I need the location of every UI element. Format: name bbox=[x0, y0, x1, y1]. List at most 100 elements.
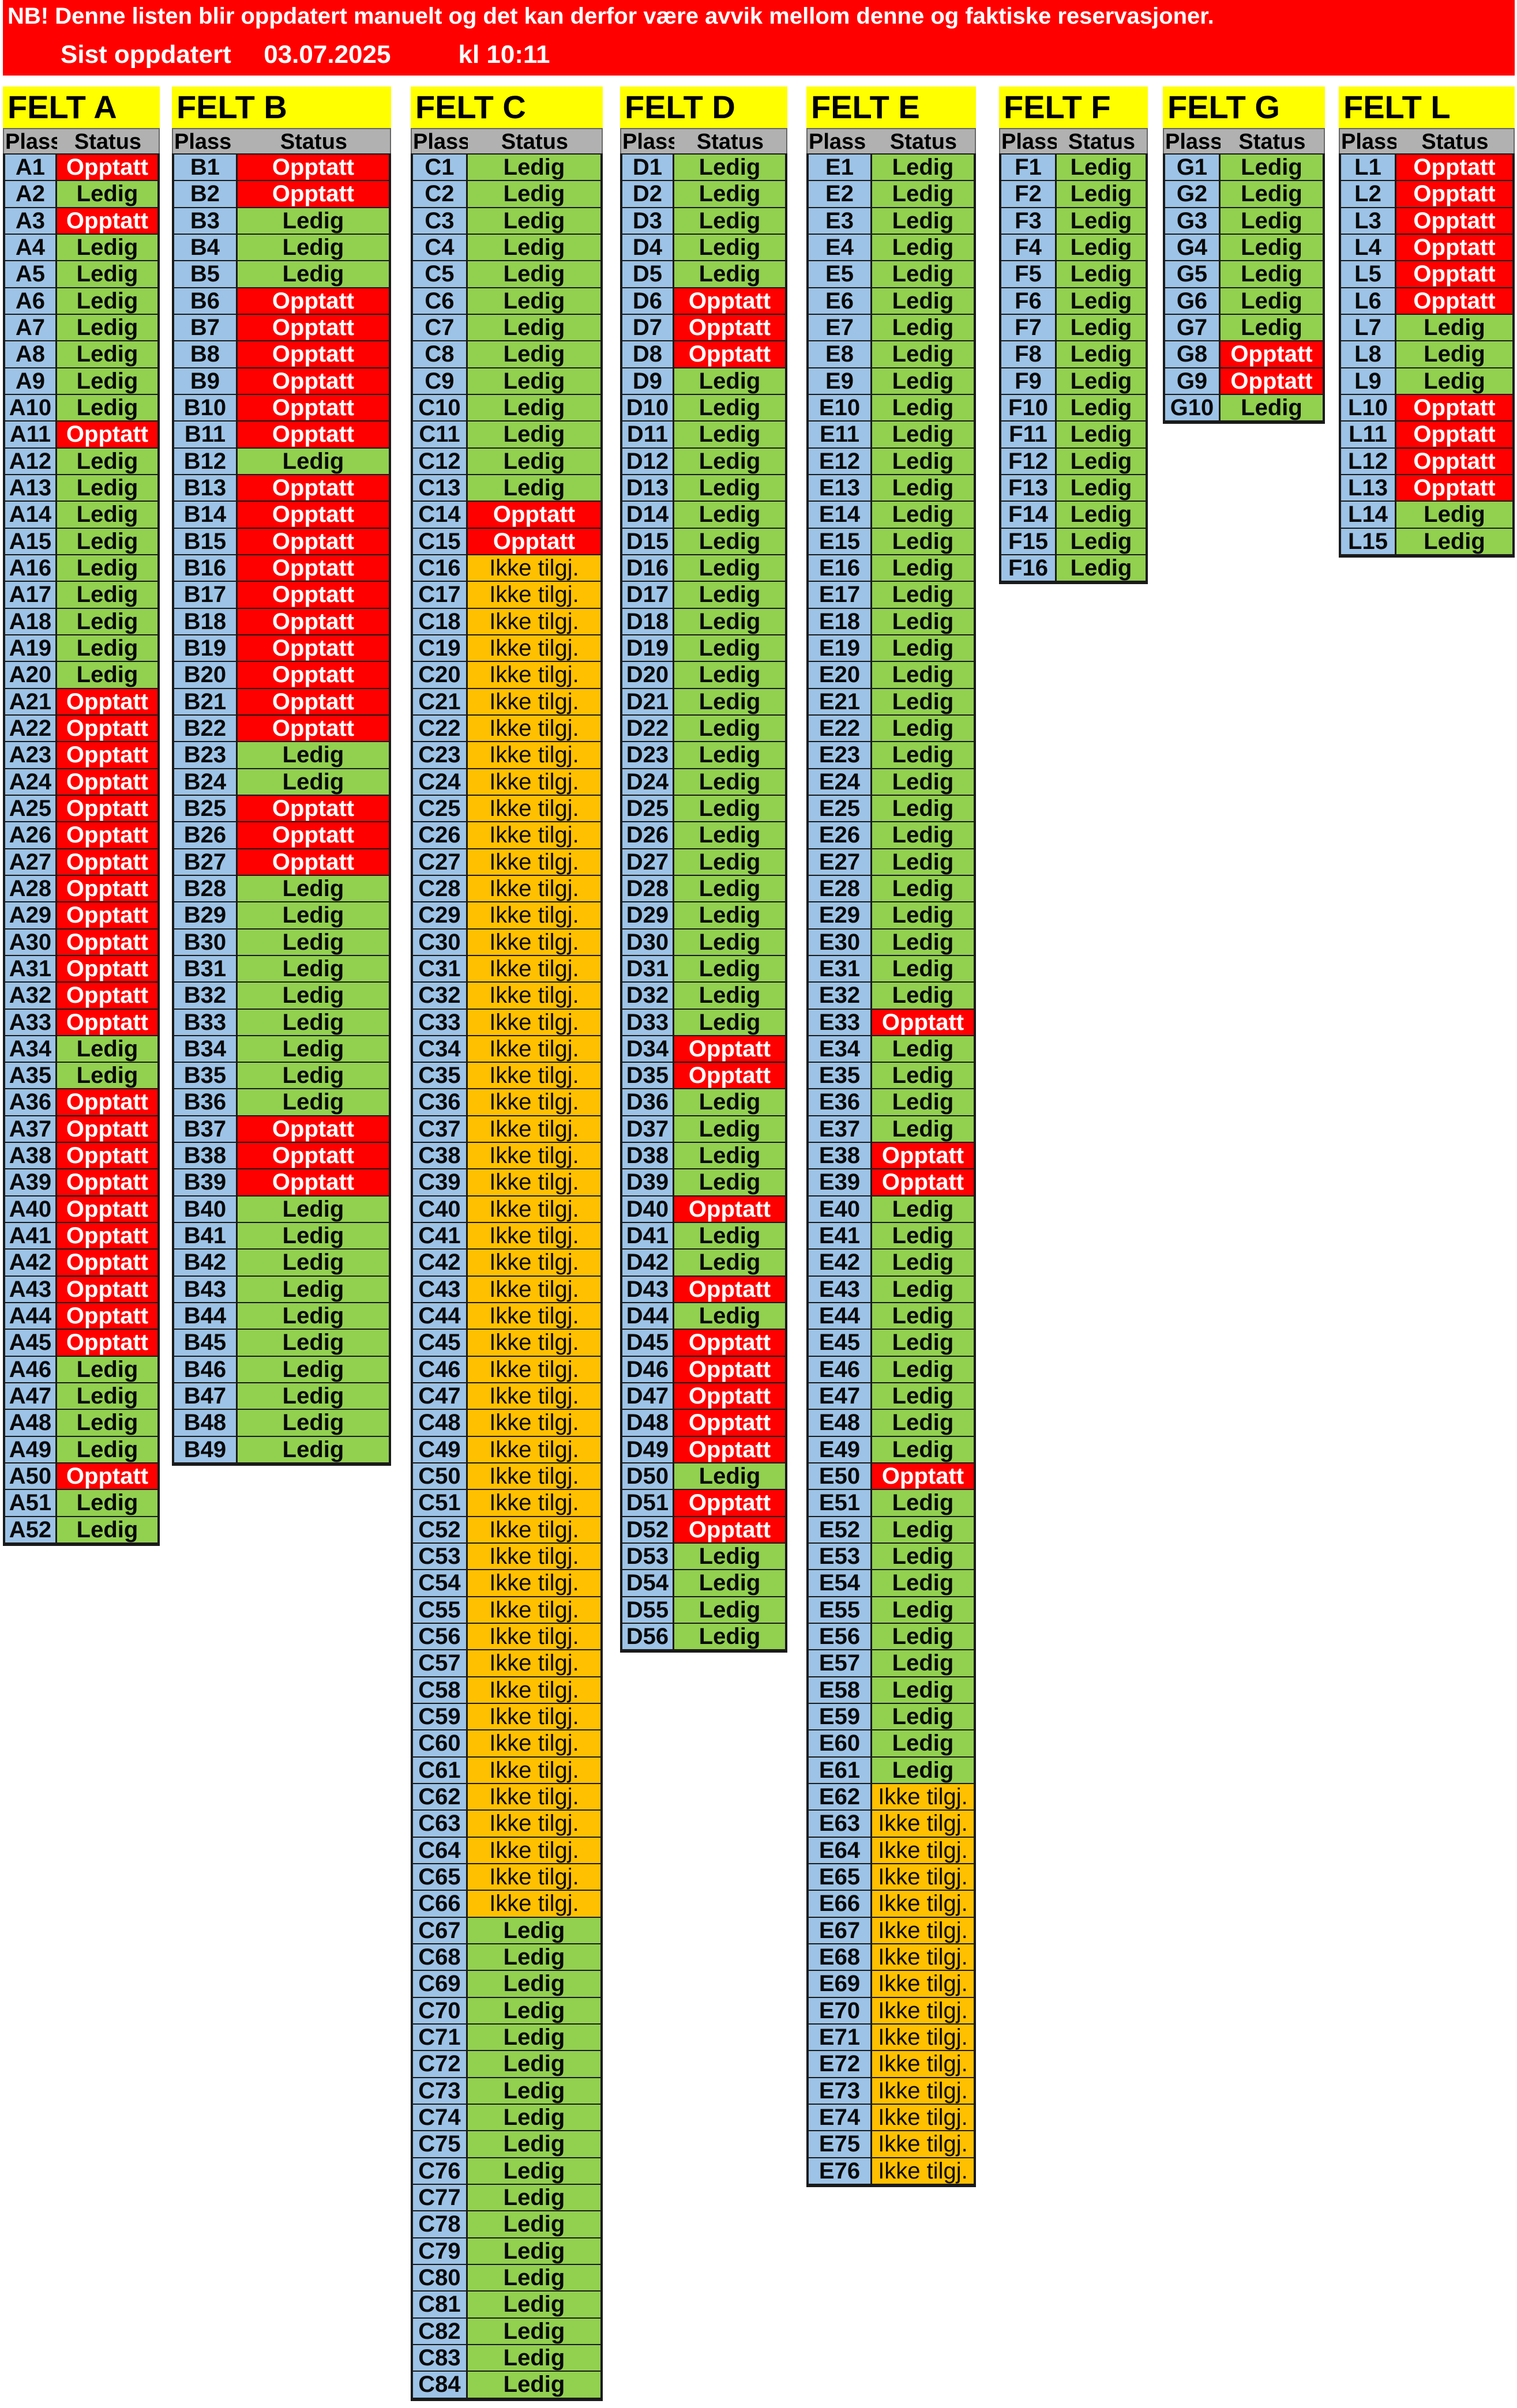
plass-id: E27 bbox=[809, 849, 872, 876]
plass-row: C17 Ikke tilgj. bbox=[413, 582, 600, 609]
plass-row: B48 Ledig bbox=[174, 1410, 389, 1437]
status-cell: Ikke tilgj. bbox=[468, 1223, 600, 1250]
status-cell: Ledig bbox=[238, 1009, 389, 1036]
plass-id: B21 bbox=[174, 688, 238, 716]
status-cell: Ikke tilgj. bbox=[468, 608, 600, 635]
plass-id: C57 bbox=[413, 1650, 468, 1677]
status-cell: Ledig bbox=[57, 555, 157, 582]
status-cell: Ledig bbox=[872, 234, 974, 262]
plass-row: A50 Opptatt bbox=[5, 1463, 157, 1491]
status-cell: Ledig bbox=[468, 2131, 600, 2158]
plass-id: C2 bbox=[413, 181, 468, 208]
plass-row: B31 Ledig bbox=[174, 955, 389, 983]
status-cell: Ledig bbox=[872, 983, 974, 1010]
plass-id: B14 bbox=[174, 502, 238, 529]
status-cell: Ledig bbox=[872, 715, 974, 743]
felt-title: FELT F bbox=[999, 86, 1148, 128]
plass-row: E20 Ledig bbox=[809, 662, 974, 689]
plass-id: A31 bbox=[5, 955, 57, 983]
plass-list: A1 Opptatt A2 Ledig A3 Opptatt A4 Ledig A5 Ledig A… bbox=[3, 153, 160, 1547]
plass-id: D36 bbox=[622, 1089, 674, 1116]
status-cell: Ledig bbox=[238, 742, 389, 769]
plass-id: E36 bbox=[809, 1089, 872, 1116]
status-cell: Ledig bbox=[57, 288, 157, 315]
plass-row: C38 Ikke tilgj. bbox=[413, 1143, 600, 1170]
status-cell: Ikke tilgj. bbox=[468, 769, 600, 796]
plass-id: L3 bbox=[1341, 208, 1396, 235]
status-cell: Ledig bbox=[57, 368, 157, 395]
status-cell: Ledig bbox=[468, 2024, 600, 2052]
status-cell: Ikke tilgj. bbox=[468, 983, 600, 1010]
plass-row: C67 Ledig bbox=[413, 1917, 600, 1944]
plass-row: C1 Ledig bbox=[413, 155, 600, 182]
status-cell: Opptatt bbox=[57, 1009, 157, 1036]
status-cell: Ledig bbox=[872, 422, 974, 449]
plass-row: E29 Ledig bbox=[809, 902, 974, 930]
status-cell: Ledig bbox=[674, 875, 785, 903]
status-cell: Ledig bbox=[872, 1116, 974, 1143]
plass-id: C7 bbox=[413, 314, 468, 342]
plass-row: B19 Opptatt bbox=[174, 635, 389, 663]
plass-id: D3 bbox=[622, 208, 674, 235]
status-cell: Opptatt bbox=[238, 422, 389, 449]
plass-id: C24 bbox=[413, 769, 468, 796]
status-cell: Ikke tilgj. bbox=[468, 1330, 600, 1357]
status-cell: Ledig bbox=[468, 422, 600, 449]
plass-row: E34 Ledig bbox=[809, 1036, 974, 1063]
plass-row: D28 Ledig bbox=[622, 875, 785, 903]
plass-row: D9 Ledig bbox=[622, 368, 785, 395]
plass-id: F8 bbox=[1001, 341, 1057, 368]
status-cell: Ledig bbox=[57, 635, 157, 663]
plass-id: A9 bbox=[5, 368, 57, 395]
status-cell: Ikke tilgj. bbox=[468, 1677, 600, 1705]
status-cell: Ledig bbox=[872, 448, 974, 475]
status-cell: Opptatt bbox=[57, 688, 157, 716]
plass-id: C34 bbox=[413, 1036, 468, 1063]
plass-row: C23 Ikke tilgj. bbox=[413, 742, 600, 769]
plass-row: B4 Ledig bbox=[174, 234, 389, 262]
plass-id: E56 bbox=[809, 1624, 872, 1651]
status-cell: Ledig bbox=[57, 1383, 157, 1410]
plass-id: C66 bbox=[413, 1891, 468, 1918]
plass-id: C26 bbox=[413, 822, 468, 849]
plass-id: D42 bbox=[622, 1250, 674, 1277]
plass-row: C74 Ledig bbox=[413, 2104, 600, 2132]
plass-id: E44 bbox=[809, 1303, 872, 1330]
plass-id: E23 bbox=[809, 742, 872, 769]
status-cell: Ledig bbox=[238, 1436, 389, 1464]
column-header: Plass Status bbox=[1339, 128, 1515, 153]
plass-id: E41 bbox=[809, 1223, 872, 1250]
plass-id: F11 bbox=[1001, 422, 1057, 449]
status-cell: Opptatt bbox=[57, 1463, 157, 1491]
plass-row: B37 Opptatt bbox=[174, 1116, 389, 1143]
status-cell: Opptatt bbox=[872, 1009, 974, 1036]
plass-id: E64 bbox=[809, 1837, 872, 1864]
plass-row: C70 Ledig bbox=[413, 1997, 600, 2025]
plass-row: E21 Ledig bbox=[809, 688, 974, 716]
status-cell: Ledig bbox=[1057, 502, 1146, 529]
plass-row: C63 Ikke tilgj. bbox=[413, 1811, 600, 1838]
plass-row: B10 Opptatt bbox=[174, 394, 389, 422]
status-cell: Ledig bbox=[238, 1223, 389, 1250]
plass-id: B44 bbox=[174, 1303, 238, 1330]
status-cell: Ikke tilgj. bbox=[872, 1811, 974, 1838]
plass-row: E14 Ledig bbox=[809, 502, 974, 529]
status-cell: Ledig bbox=[674, 1544, 785, 1571]
plass-row: C69 Ledig bbox=[413, 1971, 600, 1998]
plass-row: B1 Opptatt bbox=[174, 155, 389, 182]
plass-id: C77 bbox=[413, 2184, 468, 2212]
plass-row: B34 Ledig bbox=[174, 1036, 389, 1063]
plass-row: A34 Ledig bbox=[5, 1036, 157, 1063]
plass-id: B6 bbox=[174, 288, 238, 315]
plass-row: C72 Ledig bbox=[413, 2051, 600, 2078]
plass-id: E34 bbox=[809, 1036, 872, 1063]
plass-id: G3 bbox=[1165, 208, 1221, 235]
plass-row: D35 Opptatt bbox=[622, 1063, 785, 1090]
plass-id: D52 bbox=[622, 1517, 674, 1544]
status-cell: Ledig bbox=[468, 155, 600, 182]
status-cell: Ledig bbox=[872, 1356, 974, 1384]
plass-row: F15 Ledig bbox=[1001, 528, 1146, 555]
plass-row: D47 Opptatt bbox=[622, 1383, 785, 1410]
status-header: Status bbox=[74, 130, 142, 153]
status-cell: Ikke tilgj. bbox=[468, 1116, 600, 1143]
